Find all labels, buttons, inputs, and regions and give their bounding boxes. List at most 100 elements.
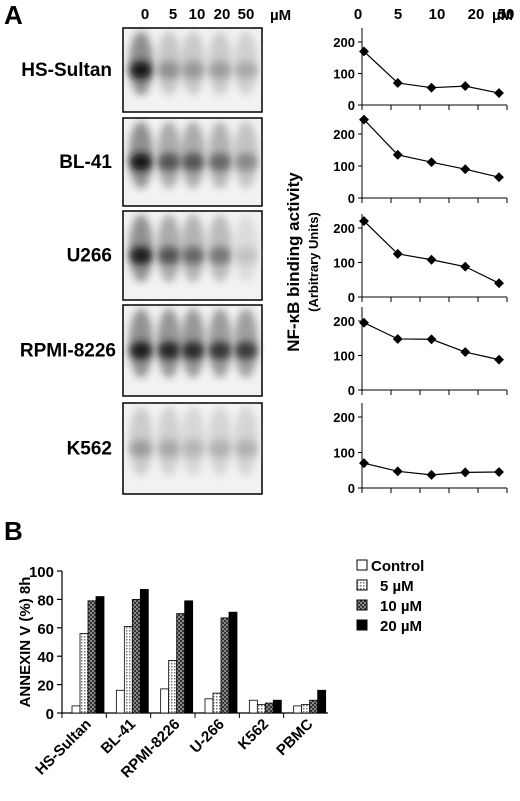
line-ytick-label: 100 [333,256,355,271]
gel-band [235,153,257,171]
cell-line-label: HS-Sultan [21,60,112,81]
line-point [460,347,471,357]
gel-band [182,61,204,79]
gel-band [235,341,257,360]
legend-swatch [356,599,368,611]
nfkb-y-label: NF-κB binding activity [284,172,303,352]
line-point [426,254,437,265]
gel-panel: K562 [67,402,263,495]
bar-ytick-label: 40 [37,649,54,666]
bar-ytick-label: 20 [37,678,54,695]
nfkb-y-sublabel: (Arbitrary Units) [306,212,321,312]
line-point [359,216,369,227]
legend-label: 20 µM [380,618,422,635]
bar [184,600,194,714]
line-point [494,467,504,477]
line-ytick-label: 100 [333,349,355,364]
legend-label: 10 µM [380,598,422,615]
line-point [359,458,369,469]
gel-panel: U266 [67,210,263,301]
gel-band [158,341,180,360]
bar [95,596,105,714]
annexin-y-label: ANNEXIN V (%) 8h [17,577,34,708]
line-ytick-label: 0 [348,98,355,113]
line-point [460,467,471,478]
line-plot: 0 100 200 [333,403,508,496]
line-point [460,164,471,175]
bar [272,699,282,714]
line-point [494,88,504,98]
line-point [426,157,437,168]
plot-conc-label: 20 [468,6,485,23]
bar [212,692,222,714]
legend-label: Control [371,558,424,575]
bar [176,613,186,714]
bar [264,702,274,714]
plot-unit-label: µM [492,7,513,24]
gel-band [130,246,152,265]
gel-panel: BL-41 [59,117,263,207]
gel-band [158,153,180,171]
gel-band [209,153,231,171]
gel-band [235,61,257,79]
bar [71,705,81,714]
gel-band [182,439,204,458]
bar-ytick-label: 0 [46,706,54,723]
gel-band [158,61,180,79]
line-plot: 0 100 200 [333,214,508,305]
line-point [460,261,471,272]
line-series [363,220,500,284]
bar-category-label: K562 [235,716,272,753]
line-point [426,82,437,93]
line-series [363,119,500,178]
bar [256,704,266,714]
bar-ytick-label: 60 [37,621,54,638]
bar [87,600,97,714]
legend-swatch [356,579,368,591]
gel-panel: HS-Sultan [21,27,263,113]
cell-line-label: K562 [67,439,112,460]
line-ytick-label: 100 [333,446,355,461]
line-ytick-label: 100 [333,159,355,174]
bar-category-label: U-266 [187,716,228,757]
gel-band [182,246,204,265]
bar-category-label: HS-Sultan [32,716,95,779]
line-ytick-label: 200 [333,35,355,50]
gel-conc-label: 50 [238,6,255,23]
line-ytick-label: 0 [348,481,355,496]
line-point [494,354,504,365]
line-ytick-label: 200 [333,410,355,425]
line-plot: 0 100 200 [333,28,508,113]
gel-band [158,246,180,265]
plot-conc-label: 5 [394,6,402,23]
cell-line-label: U266 [67,246,112,267]
bar [317,689,327,714]
line-point [392,333,403,344]
gel-band [130,61,152,79]
gel-conc-label: 20 [214,6,231,23]
line-ytick-label: 0 [348,191,355,206]
gel-band [158,439,180,458]
legend-swatch [356,559,368,571]
gel-band [209,61,231,79]
gel-conc-label: 5 [169,6,177,23]
gel-band [182,153,204,171]
bar-legend: Control 5 µM 10 µM 20 µM [356,558,424,635]
gel-conc-label: 10 [189,6,206,23]
gel-band [209,341,231,360]
bar-category-label: PBMC [273,716,316,759]
line-point [494,278,504,289]
line-plots: 0 100 200 0 100 200 0 100 200 0 100 200 0 100 200 [333,28,508,496]
line-point [359,317,369,328]
legend-swatch [356,619,368,631]
gel-concentration-headers: 0 5 10 20 50 µM [141,6,291,24]
gel-band [209,439,231,458]
line-point [392,149,403,160]
line-ytick-label: 0 [348,383,355,398]
gel-band [130,439,152,458]
line-point [460,81,471,92]
bar [168,660,178,714]
line-plot: 0 100 200 [333,114,508,206]
